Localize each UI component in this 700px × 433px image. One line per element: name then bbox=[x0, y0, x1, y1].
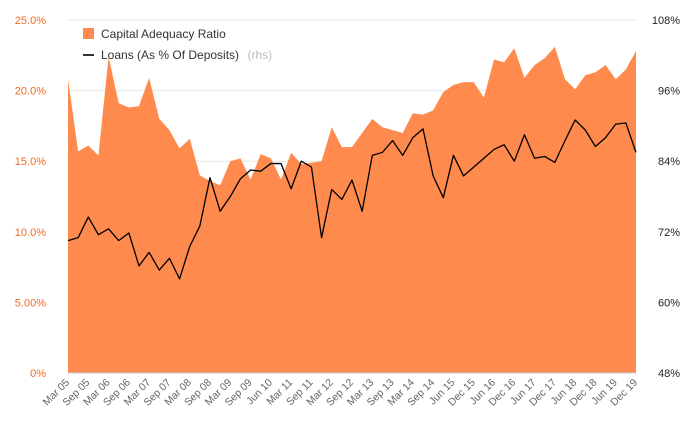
legend-label-capital-adequacy-ratio: Capital Adequacy Ratio bbox=[101, 27, 226, 41]
y-right-tick-label: 60% bbox=[658, 297, 680, 309]
legend: Capital Adequacy Ratio Loans (As % Of De… bbox=[83, 27, 272, 63]
legend-swatch-capital-adequacy-ratio bbox=[83, 28, 94, 39]
y-left-tick-label: 5.00% bbox=[15, 297, 46, 309]
y-right-tick-label: 96% bbox=[658, 86, 680, 98]
legend-label-loans: Loans (As % Of Deposits) bbox=[101, 48, 239, 62]
y-left-tick-label: 20.0% bbox=[15, 86, 46, 98]
series-area-capital-adequacy-ratio bbox=[68, 46, 636, 373]
plot-area bbox=[67, 46, 637, 373]
legend-rhs-note: (rhs) bbox=[248, 48, 273, 62]
y-left-tick-label: 15.0% bbox=[15, 156, 46, 168]
legend-entry-loans: Loans (As % Of Deposits) (rhs) bbox=[101, 46, 272, 63]
y-left-tick-label: 0% bbox=[30, 368, 46, 380]
y-right-tick-label: 48% bbox=[658, 368, 680, 380]
y-left-tick-label: 25.0% bbox=[15, 15, 46, 27]
y-right-tick-label: 108% bbox=[652, 15, 680, 27]
y-right-tick-label: 72% bbox=[658, 227, 680, 239]
series-line-loans-pct-deposits bbox=[67, 119, 637, 280]
y-left-tick-label: 10.0% bbox=[15, 227, 46, 239]
y-right-tick-label: 84% bbox=[658, 156, 680, 168]
